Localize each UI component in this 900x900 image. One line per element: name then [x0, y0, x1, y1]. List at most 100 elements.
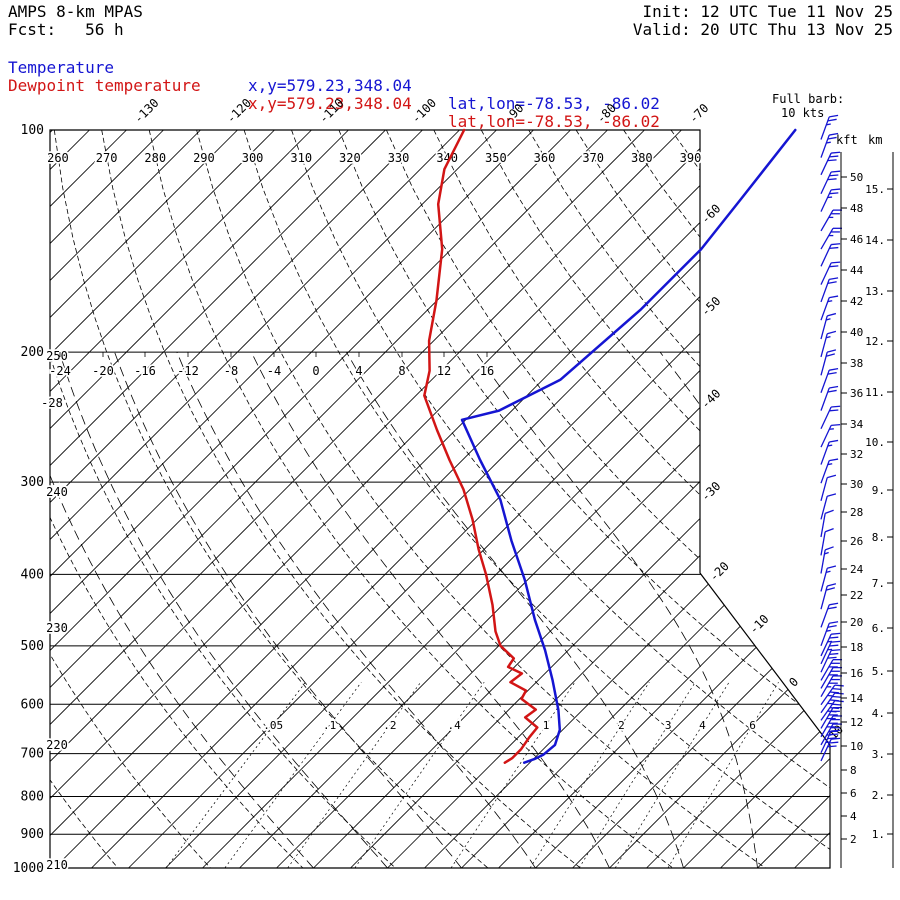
isotherm-line — [50, 130, 682, 868]
scale200-label: -20 — [92, 364, 114, 378]
isotherm-line — [683, 130, 830, 868]
wind-barb-full — [824, 528, 834, 533]
isotherm-line — [535, 130, 830, 868]
kft-label: 40 — [850, 326, 863, 339]
scale200-label: -12 — [177, 364, 199, 378]
wind-barb-full — [829, 652, 839, 655]
scale200-label: -24 — [49, 364, 71, 378]
isotherm-line — [424, 130, 830, 868]
wind-barb-full — [827, 330, 837, 335]
wind-barb-full — [827, 583, 837, 587]
wind-barb-full — [829, 385, 839, 389]
isotherm-top-label: -100 — [409, 96, 439, 126]
legend-temperature-row: Temperature x,y=579.23,348.04 lat,lon=-7… — [8, 41, 660, 113]
wind-barb-full — [829, 636, 839, 639]
kft-label: 42 — [850, 295, 863, 308]
wind-barb-full — [827, 625, 837, 628]
wind-barb-staff — [820, 477, 828, 501]
wind-barb-full — [829, 439, 839, 443]
km-label: 6. — [872, 622, 885, 635]
pressure-label: 500 — [21, 639, 44, 654]
isotherm-line — [313, 130, 830, 868]
isotherm-line — [50, 130, 349, 868]
wind-barb-full — [827, 118, 837, 122]
pressure-label: 600 — [21, 697, 44, 712]
kft-label: 18 — [850, 641, 863, 654]
isotherm-line — [50, 130, 423, 868]
theta-left-label: 210 — [46, 858, 68, 872]
dry-adiabat-line — [528, 130, 830, 868]
km-label: 8. — [872, 531, 885, 544]
legend-temperature-latlon: lat,lon=-78.53, -86.02 — [448, 94, 660, 113]
wind-barb-full — [829, 409, 839, 412]
isotherm-line — [50, 130, 312, 868]
isotherm-line — [50, 130, 497, 868]
km-label: 5. — [872, 665, 885, 678]
kft-label: 6 — [850, 787, 857, 800]
kft-label: 14 — [850, 692, 864, 705]
km-label: 4. — [872, 707, 885, 720]
wind-barb-staff — [820, 496, 828, 520]
theta-top-label: 260 — [47, 151, 69, 165]
kft-label: 30 — [850, 478, 863, 491]
wind-barbs — [820, 114, 844, 762]
isotherm-line — [498, 130, 830, 868]
wind-barb-full — [831, 729, 841, 732]
isotherm-line — [54, 130, 793, 868]
dry-adiabat-line — [50, 130, 396, 868]
wind-barb-full — [829, 246, 839, 250]
theta-labels: 260 270 280 290 300 310 320 330 3 4 0 350 360 370 380 3… — [44, 149, 703, 874]
km-label: 3. — [872, 748, 885, 761]
moist-adiabat-line — [346, 352, 684, 868]
theta-top-label: 360 — [534, 151, 556, 165]
isotherm-right-label: -40 — [698, 386, 723, 411]
wind-barb-half — [827, 444, 833, 447]
wind-barb-full — [831, 170, 841, 173]
mixing-ratio-label: 4 — [699, 719, 706, 732]
km-label: 1. — [872, 828, 885, 841]
wind-barb-full — [829, 458, 839, 462]
wind-barb-staff — [820, 513, 826, 538]
mixing-ratio-label: .05 — [263, 719, 283, 732]
scale200-label: -4 — [267, 364, 281, 378]
wind-barb-half — [827, 300, 833, 303]
isotherm-right-label: -20 — [707, 559, 732, 584]
wind-barb-full — [831, 243, 841, 246]
mixing-ratio-label: 2 — [618, 719, 625, 732]
kft-label: 22 — [850, 589, 863, 602]
wind-barb-full — [827, 745, 837, 748]
wind-barb-full — [831, 640, 841, 643]
isotherm-line — [50, 130, 608, 868]
wind-barb-full — [829, 295, 839, 299]
isotherm-top-label: -90 — [501, 101, 526, 126]
wind-barb-full — [831, 188, 841, 191]
isotherm-line — [350, 130, 830, 868]
wind-barb-full — [832, 695, 842, 698]
kft-label: 24 — [850, 563, 864, 576]
isotherm-top-label: -70 — [686, 101, 711, 126]
moist-adiabat-line — [114, 352, 462, 868]
mixing-ratio-label: 3 — [665, 719, 672, 732]
isotherm-right-label: -50 — [698, 294, 723, 319]
kft-label: 44 — [850, 264, 864, 277]
background-grid — [50, 130, 830, 868]
moist-adiabat-line — [659, 351, 830, 868]
legend-dewpoint-xy: x,y=579.23,348.04 — [248, 94, 412, 113]
isotherm-line — [50, 130, 571, 868]
full-barb-note-line2: 10 kts — [781, 106, 825, 120]
isotherm-line — [50, 130, 460, 868]
wind-barb-full — [834, 684, 844, 687]
wind-barb-staff — [820, 531, 826, 556]
kft-label: 4 — [850, 810, 857, 823]
init-time: Init: 12 UTC Tue 11 Nov 25 — [642, 2, 893, 21]
km-axis-title: km — [868, 133, 882, 147]
scale200-label: 8 — [398, 364, 405, 378]
scale200-label: 0 — [312, 364, 319, 378]
km-label: 11. — [865, 386, 885, 399]
dewpoint-temperature-trace — [423, 128, 539, 764]
wind-barb-full — [829, 621, 839, 624]
isotherm-top-label: -80 — [594, 101, 619, 126]
kft-label: 38 — [850, 357, 863, 370]
